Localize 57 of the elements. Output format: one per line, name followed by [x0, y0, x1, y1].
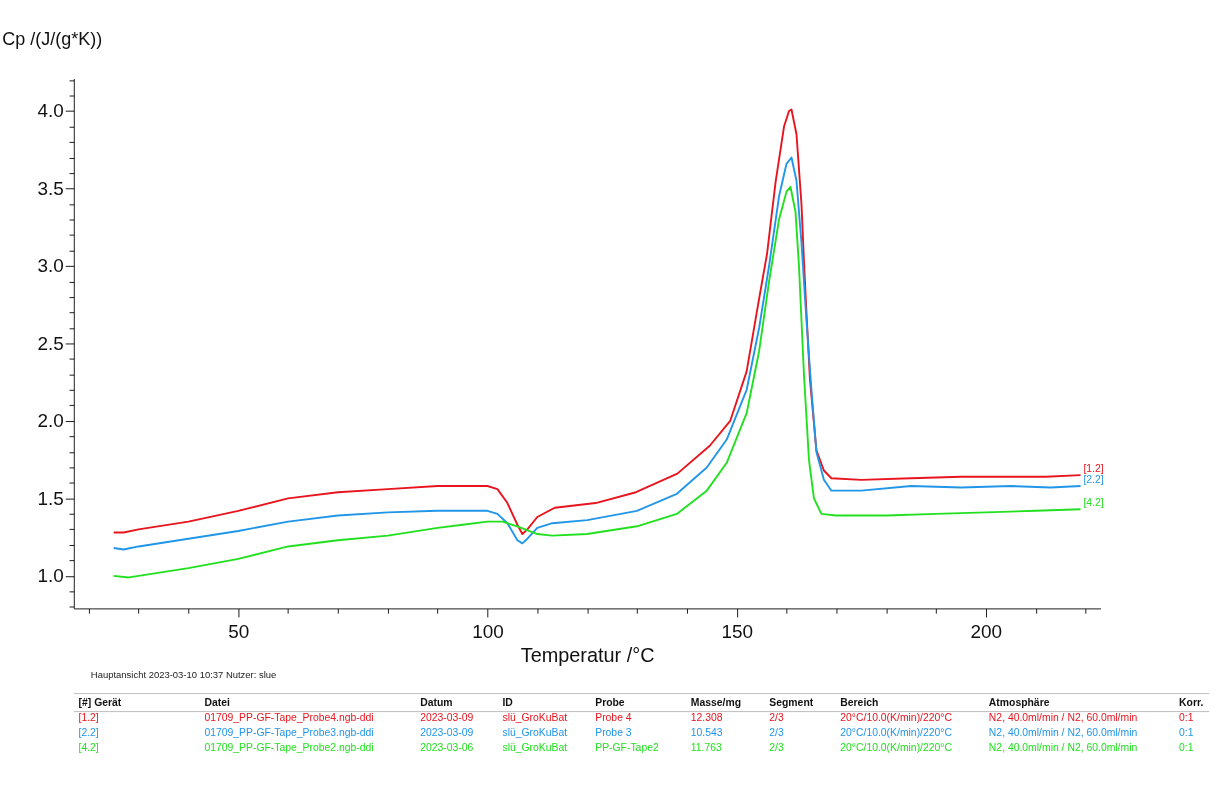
- text: 20°C/10.0(K/min)/220°C: [840, 742, 953, 754]
- series-label: [1.2]: [1083, 463, 1104, 475]
- text: 20°C/10.0(K/min)/220°C: [840, 712, 953, 724]
- text: 12.308: [690, 712, 723, 724]
- y-tick-label: 2.5: [37, 332, 64, 354]
- text: 01709_PP-GF-Tape_Probe2.ngb-ddi: [204, 742, 374, 754]
- text: 01709_PP-GF-Tape_Probe3.ngb-ddi: [204, 727, 374, 739]
- text: 0:1: [1179, 727, 1194, 739]
- text: 2023-03-06: [420, 742, 474, 754]
- text: 10.543: [690, 727, 723, 739]
- text: [1.2]: [78, 712, 99, 724]
- text: 2/3: [769, 742, 784, 754]
- x-tick-label: 100: [472, 621, 504, 643]
- text: 0:1: [1179, 712, 1194, 724]
- text: Atmosphäre: [988, 696, 1050, 708]
- text: 01709_PP-GF-Tape_Probe4.ngb-ddi: [204, 712, 374, 724]
- text: Korr.: [1179, 696, 1204, 708]
- text: Probe 4: [595, 712, 632, 724]
- y-axis-title: Cp /(J/(g*K)): [2, 28, 103, 49]
- text: [#] Gerät: [78, 696, 122, 708]
- text: Segment: [769, 696, 814, 708]
- text: Hauptansicht 2023-03-10 10:37 Nutzer: slue: [90, 668, 277, 680]
- text: slü_GroKuBat: [502, 712, 568, 724]
- text: [2.2]: [78, 727, 99, 739]
- text: N2, 40.0ml/min / N2, 60.0ml/min: [988, 742, 1138, 754]
- text: 11.763: [690, 742, 722, 754]
- y-tick-label: 1.0: [37, 565, 64, 587]
- y-tick-label: 2.0: [37, 410, 64, 432]
- text: slü_GroKuBat: [502, 742, 568, 754]
- x-axis-title: Temperatur /°C: [520, 643, 655, 666]
- text: Probe: [595, 696, 625, 708]
- text: 2023-03-09: [420, 727, 474, 739]
- series-label: [2.2]: [1083, 474, 1104, 486]
- text: 2023-03-09: [420, 712, 474, 724]
- text: Datum: [420, 696, 453, 708]
- text: 2/3: [769, 712, 784, 724]
- text: N2, 40.0ml/min / N2, 60.0ml/min: [988, 712, 1138, 724]
- x-tick-label: 150: [721, 621, 753, 643]
- x-tick-label: 50: [228, 621, 250, 643]
- text: 2/3: [769, 727, 784, 739]
- text: 20°C/10.0(K/min)/220°C: [840, 727, 953, 739]
- x-tick-label: 200: [970, 621, 1003, 643]
- text: N2, 40.0ml/min / N2, 60.0ml/min: [988, 727, 1138, 739]
- text: Datei: [204, 696, 230, 708]
- text: Bereich: [840, 696, 879, 708]
- text: [4.2]: [78, 742, 99, 754]
- text: Probe 3: [595, 727, 632, 739]
- series-label: [4.2]: [1083, 497, 1104, 509]
- text: PP-GF-Tape2: [595, 742, 659, 754]
- y-tick-label: 3.0: [37, 255, 64, 277]
- text: slü_GroKuBat: [502, 727, 568, 739]
- text: ID: [502, 696, 514, 708]
- y-tick-label: 4.0: [37, 100, 64, 122]
- y-tick-label: 1.5: [37, 487, 64, 509]
- text: 0:1: [1179, 742, 1194, 754]
- text: Masse/mg: [690, 696, 742, 708]
- y-tick-label: 3.5: [37, 177, 64, 199]
